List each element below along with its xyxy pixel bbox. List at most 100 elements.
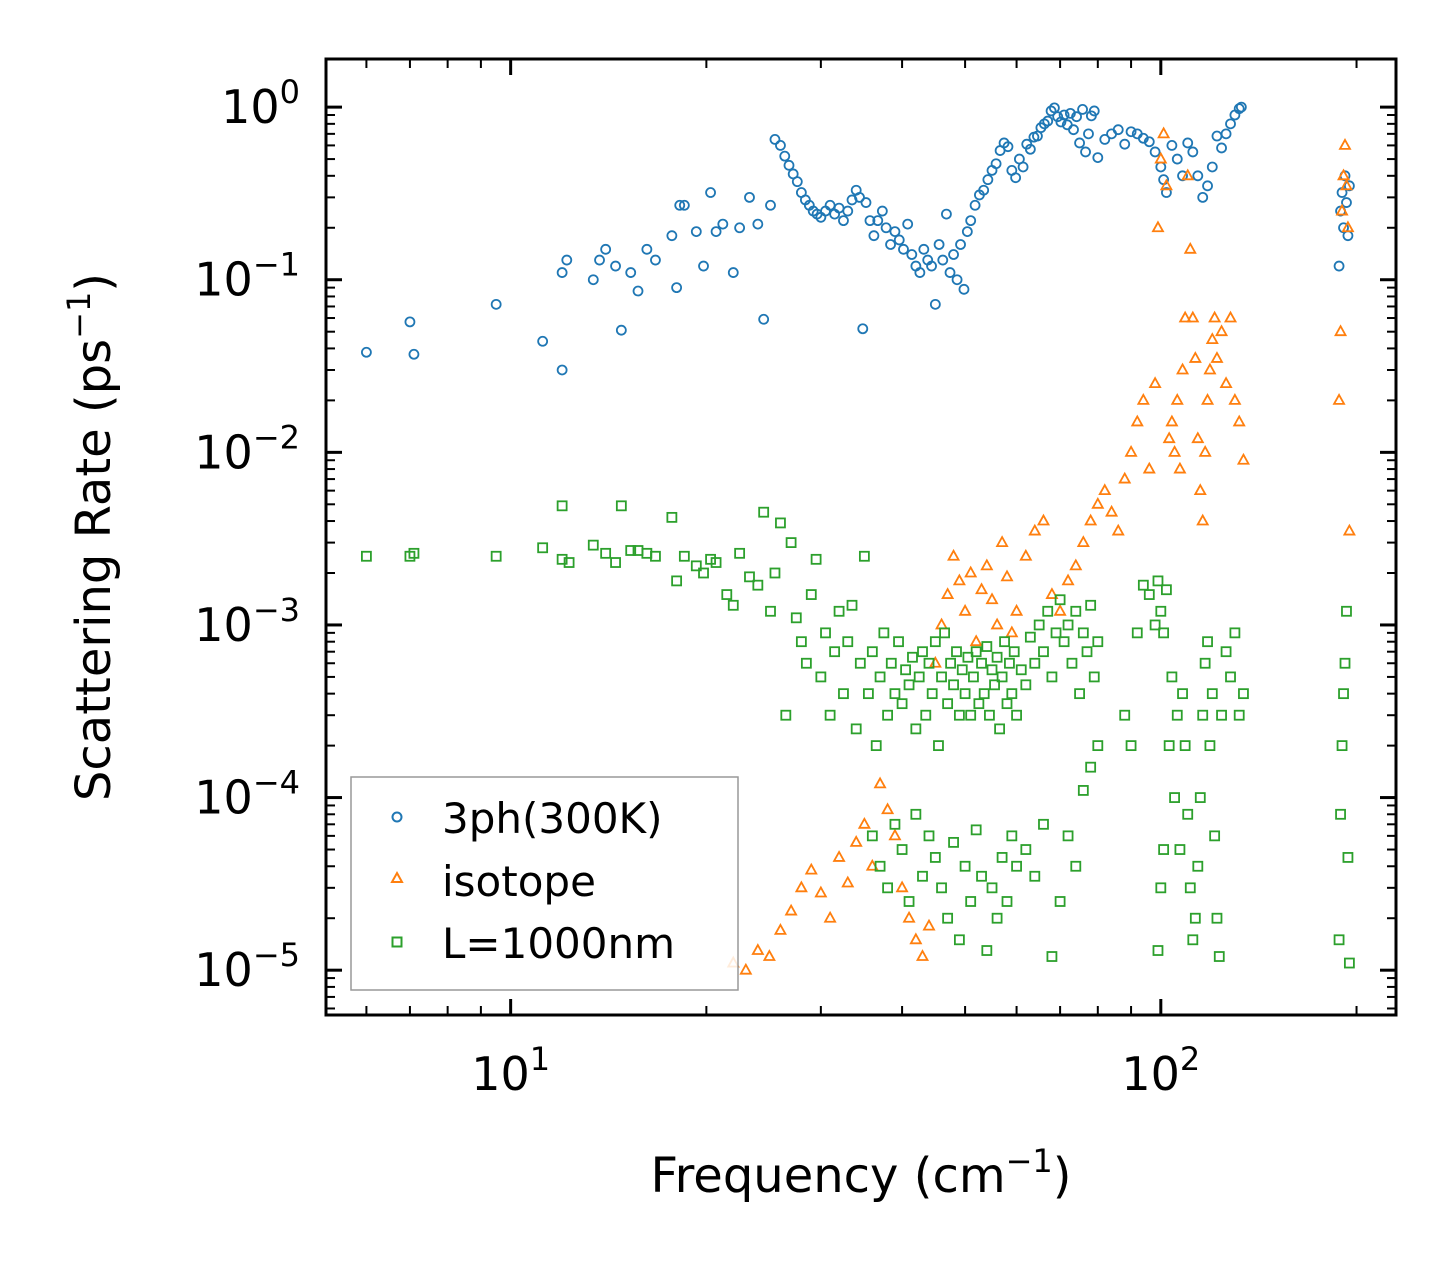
data-point <box>1111 523 1125 536</box>
data-point <box>985 592 999 605</box>
data-point <box>991 912 1003 924</box>
data-point <box>1124 444 1138 457</box>
data-point <box>1053 603 1067 616</box>
data-point <box>1083 128 1094 140</box>
data-point <box>903 896 915 907</box>
data-point <box>838 215 849 227</box>
data-point <box>1208 310 1222 323</box>
data-point <box>490 550 502 562</box>
data-point <box>1336 740 1348 752</box>
data-point <box>1071 111 1082 123</box>
data-point <box>556 267 568 278</box>
data-point <box>758 506 770 518</box>
data-point <box>1098 483 1112 496</box>
axis-ticks: 101 102 100 10−1 10−2 10−3 10−4 10−5 <box>194 59 1396 1101</box>
data-point <box>1077 627 1089 639</box>
data-point <box>889 818 901 830</box>
data-point <box>965 709 977 721</box>
data-point <box>690 226 702 238</box>
data-point <box>1193 483 1207 496</box>
data-point <box>1205 332 1219 344</box>
data-point <box>942 698 954 710</box>
data-point <box>1186 310 1200 323</box>
data-point <box>710 557 722 568</box>
data-point <box>734 222 746 234</box>
data-point <box>1036 513 1051 526</box>
data-point <box>1045 105 1057 117</box>
data-point <box>1148 376 1162 389</box>
data-point <box>1000 569 1014 582</box>
data-point <box>1155 605 1167 617</box>
data-point <box>989 679 1000 691</box>
data-point <box>929 298 941 310</box>
data-point <box>1223 310 1238 323</box>
data-point <box>978 184 990 196</box>
data-point <box>1333 260 1345 272</box>
data-point <box>933 239 945 250</box>
data-point <box>858 550 870 562</box>
data-point <box>1197 191 1209 203</box>
legend-marker-l1000nm <box>391 936 403 948</box>
data-point <box>945 657 957 669</box>
data-point <box>674 199 686 211</box>
data-point <box>1065 107 1076 119</box>
data-point <box>1155 882 1167 894</box>
data-point <box>765 199 776 211</box>
data-point <box>1339 657 1351 669</box>
data-point <box>615 324 627 336</box>
data-point <box>773 923 787 935</box>
data-point <box>1008 646 1020 658</box>
data-point <box>1203 362 1217 375</box>
data-point <box>1011 709 1022 721</box>
data-point <box>1029 657 1041 669</box>
data-point <box>671 282 683 294</box>
data-point <box>1204 740 1216 752</box>
series-2 <box>361 500 1355 969</box>
data-point <box>1131 627 1143 639</box>
data-point <box>980 558 994 571</box>
data-point <box>727 599 739 611</box>
data-point <box>1143 589 1155 600</box>
data-point <box>1161 187 1172 198</box>
data-point <box>951 274 963 286</box>
data-point <box>866 830 878 842</box>
data-point <box>361 346 372 358</box>
data-point <box>1161 584 1172 596</box>
data-point <box>1001 698 1013 710</box>
data-point <box>937 254 949 266</box>
y-tick-label: 10−5 <box>194 936 300 997</box>
data-point <box>561 254 573 266</box>
data-point <box>779 150 791 162</box>
data-point <box>1152 575 1164 587</box>
data-point <box>594 254 605 266</box>
y-tick-label: 10−3 <box>194 591 300 652</box>
data-point <box>849 835 863 847</box>
data-point <box>1010 172 1022 184</box>
data-point <box>490 298 502 310</box>
data-point <box>1010 603 1024 616</box>
data-point <box>973 698 985 710</box>
data-point <box>600 547 612 559</box>
data-point <box>1192 860 1204 872</box>
data-point <box>1070 605 1082 617</box>
data-point <box>1154 151 1168 164</box>
data-point <box>923 830 935 842</box>
data-point <box>1068 124 1079 136</box>
data-point <box>765 605 776 617</box>
data-point <box>810 553 822 565</box>
data-point <box>1337 168 1351 181</box>
data-point <box>1210 351 1224 363</box>
data-point <box>1046 951 1058 962</box>
data-point <box>1045 587 1059 599</box>
data-point <box>650 550 661 562</box>
data-point <box>880 222 892 234</box>
data-point <box>986 664 998 676</box>
data-point <box>1171 153 1183 165</box>
data-point <box>1335 203 1349 216</box>
data-point <box>1333 934 1345 946</box>
data-point <box>986 882 998 894</box>
data-point <box>752 579 764 591</box>
data-point <box>1158 627 1170 639</box>
data-point <box>1342 852 1354 863</box>
data-point <box>361 550 372 562</box>
